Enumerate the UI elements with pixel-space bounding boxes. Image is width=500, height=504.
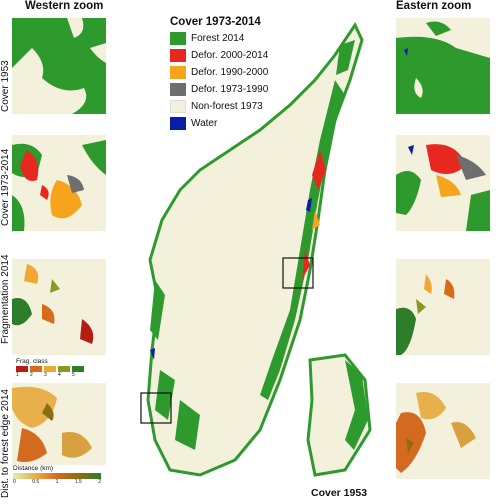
legend-label: Forest 2014 xyxy=(191,33,245,44)
row-label-cover-1973-2014: Cover 1973-2014 xyxy=(0,148,11,226)
distance-legend: Distance (km) 0 0.5 1 1.5 2 xyxy=(13,465,101,485)
frag-class-4-label: 4 xyxy=(58,372,61,378)
distance-tick-1: 0.5 xyxy=(32,479,40,485)
eastern-forest-corridor xyxy=(260,80,345,400)
legend-swatch xyxy=(170,100,186,113)
frag-class-2-swatch xyxy=(30,366,42,372)
distance-tick-4: 2 xyxy=(98,479,101,485)
east-cover-1953-panel xyxy=(396,18,490,114)
east-distance-panel xyxy=(396,383,490,479)
legend-label: Defor. 2000-2014 xyxy=(191,50,269,61)
frag-class-legend: Frag. class 1 2 3 4 5 xyxy=(16,358,86,378)
east-cover-1973-2014-panel xyxy=(396,135,490,231)
legend-item-defor-2000-2014: Defor. 2000-2014 xyxy=(170,47,282,64)
legend-label: Defor. 1973-1990 xyxy=(191,84,269,95)
west-fragmentation-panel xyxy=(12,259,106,355)
eastern-zoom-box xyxy=(282,257,314,289)
frag-class-5-label: 5 xyxy=(72,372,75,378)
frag-class-legend-title: Frag. class xyxy=(16,358,48,365)
row-label-cover-1953: Cover 1953 xyxy=(0,60,11,112)
eastern-zoom-title: Eastern zoom xyxy=(396,0,472,12)
western-zoom-title: Western zoom xyxy=(25,0,104,12)
frag-class-1-swatch xyxy=(16,366,28,372)
legend-swatch xyxy=(170,117,186,130)
distance-color-bar xyxy=(13,473,101,479)
west-cover-1953-panel xyxy=(12,18,106,114)
deforestation-east-old xyxy=(312,210,320,230)
frag-class-5-swatch xyxy=(72,366,84,372)
legend-item-defor-1973-1990: Defor. 1973-1990 xyxy=(170,81,282,98)
cover-1953-inset-label: Cover 1953 xyxy=(311,487,368,499)
legend-swatch xyxy=(170,49,186,62)
cover-legend: Cover 1973-2014 Forest 2014 Defor. 2000-… xyxy=(170,16,282,132)
west-cover-1973-2014-panel xyxy=(12,135,106,231)
row-label-fragmentation: Fragmentation 2014 xyxy=(0,254,11,344)
legend-label: Non-forest 1973 xyxy=(191,101,263,112)
legend-swatch xyxy=(170,32,186,45)
legend-item-non-forest-1973: Non-forest 1973 xyxy=(170,98,282,115)
northern-forest xyxy=(336,40,355,75)
western-zoom-box xyxy=(140,392,172,424)
east-fragmentation-panel xyxy=(396,259,490,355)
row-label-distance: Dist. to forest edge 2014 xyxy=(0,389,11,498)
distance-tick-0: 0 xyxy=(13,479,16,485)
western-forest-patches xyxy=(150,280,200,450)
frag-class-2-label: 2 xyxy=(30,372,33,378)
frag-class-4-swatch xyxy=(58,366,70,372)
frag-class-3-swatch xyxy=(44,366,56,372)
distance-tick-3: 1.5 xyxy=(74,479,82,485)
distance-tick-2: 1 xyxy=(55,479,59,485)
legend-label: Defor. 1990-2000 xyxy=(191,67,269,78)
legend-item-defor-1990-2000: Defor. 1990-2000 xyxy=(170,64,282,81)
legend-title: Cover 1973-2014 xyxy=(170,16,261,28)
legend-label: Water xyxy=(191,118,218,129)
deforestation-east xyxy=(302,150,326,280)
legend-item-forest-2014: Forest 2014 xyxy=(170,30,282,47)
frag-class-1-label: 1 xyxy=(16,372,19,378)
distance-legend-title: Distance (km) xyxy=(13,465,54,472)
madagascar-map xyxy=(140,20,382,482)
inset-forest xyxy=(345,360,368,450)
west-distance-panel xyxy=(12,383,106,465)
legend-swatch xyxy=(170,66,186,79)
frag-class-3-label: 3 xyxy=(44,372,47,378)
madagascar-landmass xyxy=(146,21,364,477)
legend-item-water: Water xyxy=(170,115,282,132)
legend-swatch xyxy=(170,83,186,96)
